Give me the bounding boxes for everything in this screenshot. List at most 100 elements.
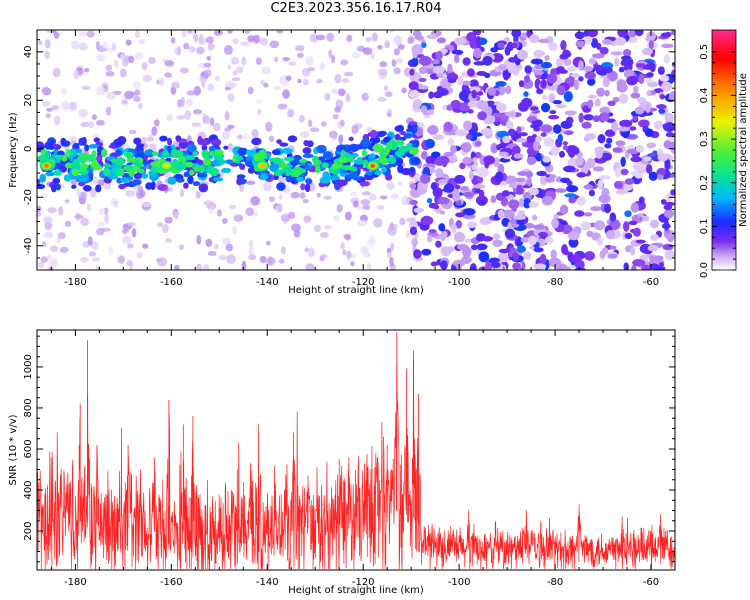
heatmap-cell — [161, 150, 170, 158]
heatmap-cell — [658, 108, 666, 114]
heatmap-cell — [406, 142, 413, 149]
heatmap-cell — [384, 91, 393, 97]
heatmap-cell — [512, 145, 521, 155]
heatmap-cell — [556, 85, 566, 96]
heatmap-cell — [454, 129, 468, 137]
heatmap-cell — [50, 245, 59, 253]
heatmap-cell — [53, 170, 62, 176]
heatmap-cell — [247, 86, 254, 95]
heatmap-cell — [141, 62, 148, 71]
heatmap-cell — [287, 108, 295, 118]
heatmap-cell — [450, 99, 461, 110]
heatmap-cell — [505, 85, 512, 95]
heatmap-cell — [575, 40, 586, 48]
heatmap-cell — [87, 170, 94, 180]
heatmap-cell — [490, 142, 499, 154]
heatmap-cell — [123, 151, 134, 158]
heatmap-cell — [361, 149, 367, 158]
heatmap-cell — [546, 73, 558, 84]
heatmap-cell — [297, 78, 302, 84]
heatmap-cell — [533, 224, 546, 230]
heatmap-cell — [664, 159, 671, 170]
heatmap-cell — [533, 49, 544, 59]
heatmap-cell — [91, 114, 97, 120]
heatmap-cell — [557, 66, 565, 72]
heatmap-cell — [222, 237, 231, 245]
heatmap-cell — [538, 38, 550, 44]
colorbar-axis: 0.0 0.1 0.2 0.3 0.4 0.5 — [699, 29, 737, 278]
heatmap-cell — [548, 42, 558, 51]
heatmap-cell — [128, 169, 135, 177]
heatmap-cell — [37, 205, 42, 213]
heatmap-cell — [646, 89, 652, 97]
heatmap-cell — [350, 261, 355, 267]
heatmap-cell — [68, 101, 78, 111]
heatmap-cell — [68, 148, 79, 157]
heatmap-cell — [45, 113, 51, 119]
heatmap-cell — [52, 67, 61, 78]
heatmap-cell — [560, 177, 571, 184]
heatmap-cell — [508, 199, 520, 209]
heatmap-cell — [417, 85, 429, 90]
heatmap-cell — [659, 75, 670, 82]
heatmap-cell — [360, 199, 371, 206]
heatmap-cell — [350, 253, 357, 259]
heatmap-cell — [224, 111, 230, 121]
heatmap-cell — [563, 165, 576, 173]
heatmap-cell — [607, 70, 618, 82]
heatmap-cell — [247, 35, 255, 43]
heatmap-cell — [584, 251, 595, 261]
heatmap-cell — [533, 70, 544, 76]
heatmap-cell — [171, 81, 180, 89]
heatmap-cell — [159, 135, 168, 142]
heatmap-cell — [128, 55, 135, 64]
heatmap-cell — [124, 90, 134, 100]
heatmap-cell — [49, 258, 58, 269]
heatmap-cell — [540, 132, 547, 137]
heatmap-cell — [395, 139, 405, 146]
heatmap-cell — [496, 103, 507, 112]
heatmap-cell — [584, 71, 596, 80]
heatmap-cell — [221, 131, 230, 140]
heatmap-cell — [583, 212, 593, 217]
heatmap-cell — [462, 80, 472, 86]
heatmap-cell — [385, 142, 393, 150]
heatmap-cell — [78, 42, 88, 51]
heatmap-cell — [604, 143, 612, 149]
heatmap-cell — [421, 248, 432, 256]
heatmap-cell — [279, 142, 289, 147]
heatmap-cell — [437, 179, 448, 185]
heatmap-cell — [105, 106, 111, 116]
heatmap-cell — [142, 243, 149, 249]
heatmap-y-axis-label: Frequency (Hz) — [8, 112, 19, 188]
heatmap-cell — [96, 228, 105, 236]
heatmap-cell — [334, 182, 346, 187]
heatmap-cell — [133, 95, 141, 103]
heatmap-cell — [133, 137, 142, 145]
heatmap-cell — [643, 156, 652, 162]
heatmap-cell — [409, 183, 417, 190]
heatmap-cell — [196, 46, 205, 55]
heatmap-cell — [564, 193, 577, 198]
heatmap-cell — [142, 202, 153, 207]
heatmap-cell — [186, 30, 193, 34]
heatmap-cell — [115, 149, 123, 157]
heatmap-cell — [400, 168, 412, 176]
heatmap-cell — [299, 192, 306, 200]
heatmap-cell — [426, 34, 439, 40]
heatmap-cell — [176, 163, 187, 171]
heatmap-cell — [207, 251, 217, 256]
heatmap-cell — [370, 52, 375, 60]
heatmap-cell — [345, 93, 351, 102]
heatmap-cell — [80, 256, 89, 263]
heatmap-cell — [661, 81, 672, 92]
heatmap-cell — [574, 267, 586, 270]
heatmap-cell — [660, 199, 667, 205]
heatmap-cell — [473, 47, 482, 59]
heatmap-cell — [472, 184, 486, 189]
heatmap-cell — [548, 257, 561, 268]
heatmap-cell — [91, 150, 97, 157]
heatmap-cell — [51, 30, 57, 34]
heatmap-cell — [398, 146, 405, 153]
